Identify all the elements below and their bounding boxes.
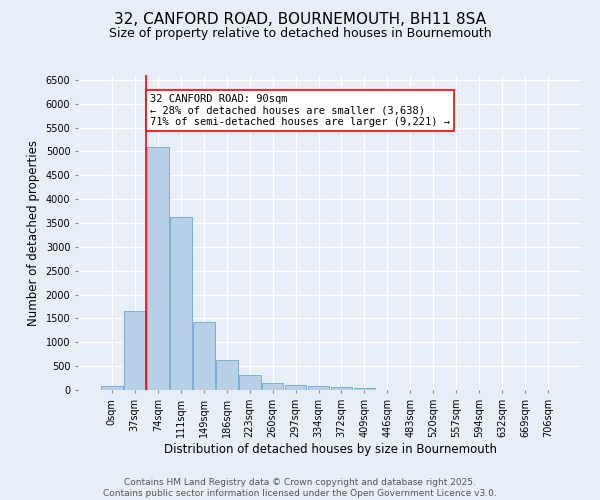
- Bar: [216, 360, 238, 390]
- Bar: [170, 217, 191, 390]
- Text: 32, CANFORD ROAD, BOURNEMOUTH, BH11 8SA: 32, CANFORD ROAD, BOURNEMOUTH, BH11 8SA: [114, 12, 486, 28]
- Bar: [239, 375, 260, 390]
- Bar: [262, 383, 283, 390]
- X-axis label: Distribution of detached houses by size in Bournemouth: Distribution of detached houses by size …: [163, 442, 497, 456]
- Bar: [353, 388, 376, 390]
- Bar: [193, 322, 215, 390]
- Text: Size of property relative to detached houses in Bournemouth: Size of property relative to detached ho…: [109, 28, 491, 40]
- Text: Contains HM Land Registry data © Crown copyright and database right 2025.
Contai: Contains HM Land Registry data © Crown c…: [103, 478, 497, 498]
- Bar: [147, 146, 169, 390]
- Bar: [331, 387, 352, 390]
- Bar: [124, 311, 146, 390]
- Bar: [284, 385, 307, 390]
- Y-axis label: Number of detached properties: Number of detached properties: [27, 140, 40, 326]
- Bar: [308, 386, 329, 390]
- Text: 32 CANFORD ROAD: 90sqm
← 28% of detached houses are smaller (3,638)
71% of semi-: 32 CANFORD ROAD: 90sqm ← 28% of detached…: [150, 94, 450, 128]
- Bar: [101, 386, 123, 390]
